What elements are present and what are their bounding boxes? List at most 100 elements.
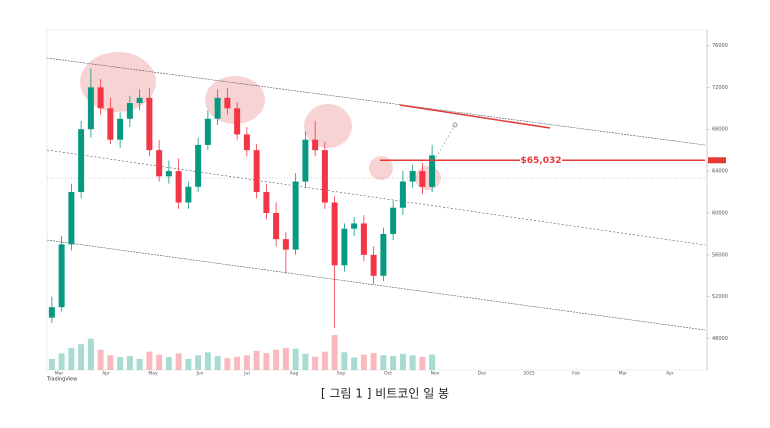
candle-body bbox=[214, 97, 221, 119]
candle-body bbox=[341, 228, 348, 266]
candle-body bbox=[380, 233, 387, 276]
trend-line bbox=[399, 104, 551, 129]
candle-body bbox=[234, 108, 241, 135]
volume-bar bbox=[107, 355, 114, 370]
candle-body bbox=[263, 192, 270, 213]
channel-line bbox=[46, 57, 706, 146]
candle-body bbox=[292, 181, 299, 250]
volume-bar bbox=[214, 356, 221, 370]
volume-bar bbox=[97, 349, 104, 370]
x-tick-label: Mar bbox=[619, 371, 628, 377]
volume-bar bbox=[156, 354, 163, 370]
candle-body bbox=[175, 171, 182, 203]
price-badge bbox=[708, 157, 726, 164]
volume-bar bbox=[253, 350, 260, 370]
candle-body bbox=[360, 223, 367, 255]
candle-body bbox=[48, 307, 55, 318]
candle-body bbox=[351, 223, 358, 229]
volume-bar bbox=[126, 356, 133, 370]
x-tick-label: Sep bbox=[337, 371, 346, 377]
candle-body bbox=[282, 239, 289, 250]
candle-body bbox=[204, 118, 211, 145]
highlight bbox=[304, 104, 352, 148]
level-label-bg bbox=[520, 154, 562, 167]
logo: TradingView bbox=[46, 377, 77, 383]
caption: [ 그림 1 ] 비트코인 일 봉 bbox=[321, 387, 449, 401]
x-tick-label: Jun bbox=[195, 371, 203, 377]
x-tick-label: May bbox=[148, 371, 158, 377]
y-tick-label: 56000 bbox=[712, 252, 728, 258]
y-tick-label: 72000 bbox=[712, 85, 728, 91]
y-tick-label: 68000 bbox=[712, 127, 728, 133]
channel-line bbox=[46, 239, 706, 331]
candle-body bbox=[97, 87, 104, 109]
volume-bar bbox=[204, 352, 211, 370]
candle-body bbox=[107, 108, 114, 140]
candle-body bbox=[68, 192, 75, 245]
x-tick-label: 2025 bbox=[523, 371, 535, 377]
candle-body bbox=[78, 129, 85, 193]
volume-bar bbox=[273, 349, 280, 370]
candle-body bbox=[165, 171, 172, 177]
volume-bar bbox=[78, 344, 85, 370]
volume-bar bbox=[224, 358, 231, 370]
y-tick-label: 60000 bbox=[712, 210, 728, 216]
x-tick-label: Oct bbox=[384, 371, 392, 377]
candle-body bbox=[243, 134, 250, 151]
volume-bar bbox=[312, 356, 319, 370]
volume-bar bbox=[48, 358, 55, 370]
candle-body bbox=[409, 171, 416, 182]
x-tick-label: Apr bbox=[102, 371, 110, 377]
candle-body bbox=[136, 97, 143, 104]
x-tick-label: Jul bbox=[243, 371, 249, 377]
volume-bar bbox=[175, 353, 182, 370]
volume-bar bbox=[165, 357, 172, 370]
volume-bar bbox=[263, 353, 270, 370]
volume-bar bbox=[380, 355, 387, 370]
candle-body bbox=[195, 144, 202, 187]
volume-bar bbox=[302, 353, 309, 370]
volume-bar bbox=[282, 347, 289, 370]
volume-bar bbox=[243, 355, 250, 370]
y-tick-label: 76000 bbox=[712, 43, 728, 49]
channel-line bbox=[46, 149, 706, 246]
volume-bar bbox=[360, 354, 367, 370]
volume-bar bbox=[117, 357, 124, 370]
volume-bar bbox=[341, 352, 348, 370]
volume-bar bbox=[351, 357, 358, 370]
volume-bar bbox=[87, 338, 94, 370]
candle-body bbox=[58, 244, 65, 308]
volume-bar bbox=[234, 356, 241, 370]
y-tick-label: 48000 bbox=[712, 336, 728, 342]
candle-body bbox=[126, 103, 133, 119]
candle-body bbox=[146, 97, 153, 151]
volume-bar bbox=[321, 351, 328, 370]
candle-body bbox=[331, 202, 338, 266]
plot-area bbox=[46, 29, 708, 371]
volume-bar bbox=[185, 358, 192, 370]
volume-bar bbox=[331, 335, 338, 370]
candle-body bbox=[302, 139, 309, 182]
candle-body bbox=[390, 207, 397, 234]
candle-body bbox=[224, 97, 231, 109]
highlight bbox=[369, 156, 393, 180]
volume-bar bbox=[68, 347, 75, 370]
x-tick-label: Aug bbox=[290, 371, 299, 377]
candle-body bbox=[117, 118, 124, 140]
volume-bar bbox=[409, 355, 416, 370]
level-label: $65,032 bbox=[521, 156, 562, 166]
x-tick-label: Nov bbox=[431, 371, 440, 377]
candle-body bbox=[312, 139, 319, 151]
candle-body bbox=[87, 87, 94, 130]
candle-body bbox=[419, 171, 426, 187]
y-tick-label: 64000 bbox=[712, 169, 728, 175]
volume-bar bbox=[370, 353, 377, 370]
marks: $65,032 bbox=[48, 68, 726, 370]
candle-body bbox=[185, 186, 192, 203]
volume-bar bbox=[136, 358, 143, 370]
candle-body bbox=[321, 150, 328, 203]
x-tick-label: Apr bbox=[666, 371, 674, 377]
volume-bar bbox=[429, 354, 436, 370]
